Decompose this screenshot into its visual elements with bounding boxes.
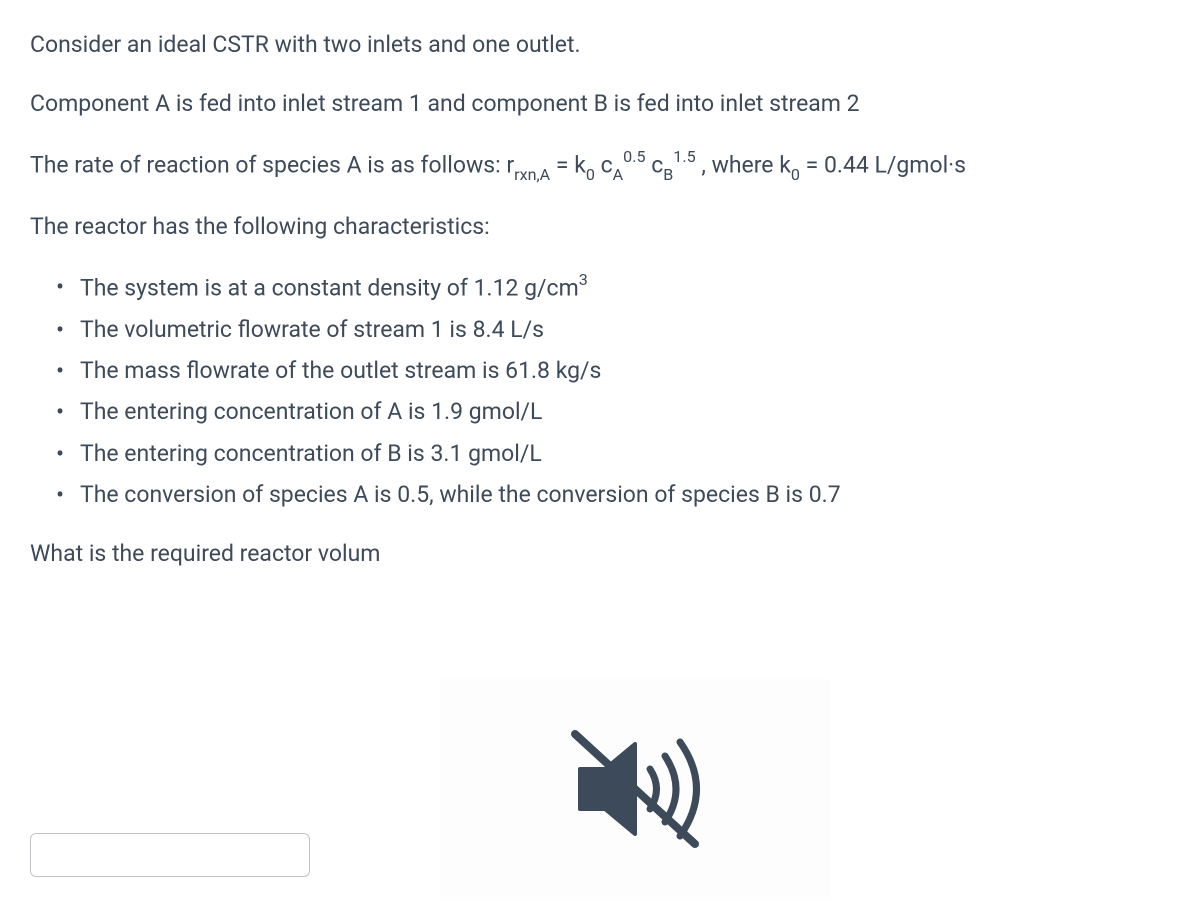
intro-paragraph-2: Component A is fed into inlet stream 1 a… [30,87,1170,120]
list-item: The mass flowrate of the outlet stream i… [62,354,1170,387]
characteristics-list: The system is at a constant density of 1… [30,270,1170,512]
characteristics-heading: The reactor has the following characteri… [30,210,1170,243]
rate-sup-05: 0.5 [623,147,645,166]
rate-mid5: = 0.44 L/gmol·s [800,151,966,178]
rate-sub-k0a: 0 [586,165,595,184]
rate-sub-cB: B [663,165,673,184]
rate-prefix: The rate of reaction of species A is as … [30,151,514,178]
list-item: The entering concentration of B is 3.1 g… [62,437,1170,470]
rate-sub-cA: A [613,165,624,184]
mute-overlay [440,679,830,899]
list-item: The conversion of species A is 0.5, whil… [62,478,1170,511]
rate-mid2: c [595,151,613,178]
rate-sup-15: 1.5 [673,147,695,166]
question-main: What is the required reactor volum [30,540,380,567]
list-item: The volumetric flowrate of stream 1 is 8… [62,313,1170,346]
rate-equation: The rate of reaction of species A is as … [30,147,1170,185]
answer-input[interactable] [30,833,310,877]
bullet-density-pre: The system is at a constant density of 1… [80,274,579,301]
list-item: The system is at a constant density of 1… [62,270,1170,305]
rate-mid3: c [646,151,664,178]
question-text: What is the required reactor volum [30,537,1170,570]
rate-mid1: = k [550,151,586,178]
intro-paragraph-1: Consider an ideal CSTR with two inlets a… [30,28,1170,61]
speaker-muted-icon [535,714,735,864]
rate-mid4: , where k [696,151,791,178]
list-item: The entering concentration of A is 1.9 g… [62,395,1170,428]
rate-sub-rxnA: rxn,A [514,165,550,184]
rate-sub-k0b: 0 [791,165,800,184]
bullet-density-sup: 3 [579,270,588,289]
